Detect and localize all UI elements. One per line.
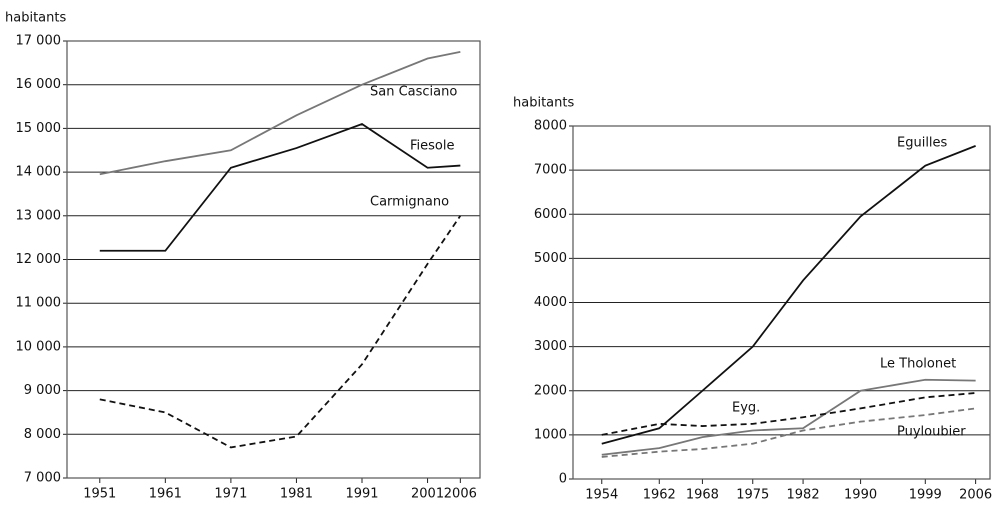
y-axis-label: habitants xyxy=(5,11,66,26)
series-line xyxy=(601,392,976,436)
x-tick-label: 1982 xyxy=(787,488,820,503)
x-tick-label: 1975 xyxy=(736,488,769,503)
y-tick-label: 11 000 xyxy=(16,296,62,311)
x-tick-label: 1981 xyxy=(280,487,313,502)
x-tick-label: 1962 xyxy=(643,488,676,503)
x-tick-label: 1951 xyxy=(83,487,116,502)
y-tick-label: 7 000 xyxy=(24,471,61,486)
y-tick-label: 2000 xyxy=(534,383,567,398)
x-tick-label: 1954 xyxy=(585,488,618,503)
x-tick-label: 1990 xyxy=(844,488,877,503)
y-tick-label: 17 000 xyxy=(16,34,62,49)
y-tick-label: 9 000 xyxy=(24,383,61,398)
series-label: San Casciano xyxy=(370,85,457,100)
y-tick-label: 10 000 xyxy=(16,339,62,354)
y-tick-label: 8 000 xyxy=(24,427,61,442)
series-label: Le Tholonet xyxy=(880,357,956,372)
series-label: Fiesole xyxy=(410,139,454,154)
y-tick-label: 8000 xyxy=(534,119,567,134)
x-tick-label: 1999 xyxy=(909,488,942,503)
x-tick-label: 1961 xyxy=(149,487,182,502)
y-tick-label: 15 000 xyxy=(16,121,62,136)
series-line xyxy=(99,123,461,252)
x-tick-label: 1968 xyxy=(686,488,719,503)
series-line xyxy=(601,407,976,458)
x-tick-label: 2006 xyxy=(959,488,992,503)
x-tick-label: 1971 xyxy=(214,487,247,502)
y-tick-label: 1000 xyxy=(534,427,567,442)
y-tick-label: 12 000 xyxy=(16,252,62,267)
y-tick-label: 7000 xyxy=(534,163,567,178)
series-line xyxy=(601,378,976,456)
x-tick-label: 2006 xyxy=(444,487,477,502)
x-tick-label: 2001 xyxy=(411,487,444,502)
x-tick-label: 1991 xyxy=(345,487,378,502)
y-tick-label: 14 000 xyxy=(16,165,62,180)
plot-frame xyxy=(66,40,481,479)
series-label: Eyg. xyxy=(732,401,760,416)
series-line xyxy=(99,215,462,449)
y-tick-label: 6000 xyxy=(534,207,567,222)
y-tick-label: 5000 xyxy=(534,251,567,266)
y-tick-label: 4000 xyxy=(534,295,567,310)
y-tick-label: 16 000 xyxy=(16,77,62,92)
y-tick-label: 3000 xyxy=(534,339,567,354)
series-label: Eguilles xyxy=(897,136,948,151)
series-label: Puyloubier xyxy=(897,425,966,440)
series-label: Carmignano xyxy=(370,195,449,210)
series-line xyxy=(99,51,461,176)
plot-frame xyxy=(572,125,991,480)
series-line xyxy=(601,145,976,445)
y-tick-label: 0 xyxy=(559,472,567,487)
y-axis-label: habitants xyxy=(513,96,574,111)
y-tick-label: 13 000 xyxy=(16,208,62,223)
